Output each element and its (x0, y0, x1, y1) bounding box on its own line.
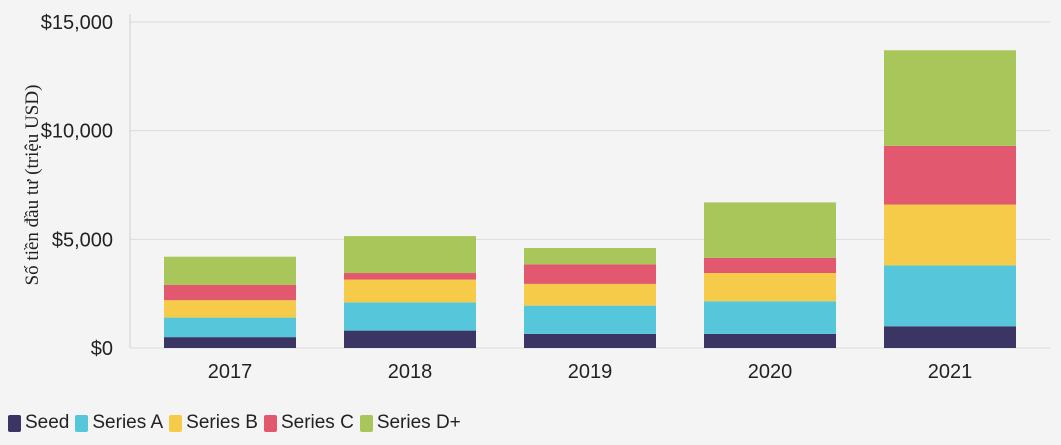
legend: Seed Series A Series B Series C Series D+ (8, 408, 463, 438)
y-tick-label: $0 (91, 338, 113, 360)
bar-segment (344, 302, 476, 331)
x-tick-label: 2020 (748, 361, 793, 383)
legend-swatch (263, 414, 277, 432)
y-tick-label: $5,000 (52, 229, 113, 251)
bar-segment (164, 300, 296, 318)
x-tick-label: 2021 (928, 361, 973, 383)
legend-label: Series D+ (376, 412, 461, 433)
legend-item: Series D+ (359, 412, 461, 434)
bar-segment (524, 264, 656, 284)
legend-swatch (359, 414, 373, 432)
bar-segment (524, 283, 656, 306)
y-axis-title: Số tiền đầu tư (triệu USD) (22, 85, 43, 286)
bar-segment (164, 337, 296, 348)
bar-segment (704, 333, 836, 348)
bar-segment (704, 202, 836, 258)
stacked-bar-chart: $0$5,000$10,000$15,000 2017 2018 2019 2020 2… (22, 12, 1050, 383)
bar-segment (884, 204, 1016, 266)
bar-segment (704, 301, 836, 334)
legend-item: Series C (263, 412, 354, 434)
bars (164, 50, 1016, 348)
bar-segment (164, 256, 296, 285)
bar-segment (344, 236, 476, 274)
legend-swatch (75, 414, 89, 432)
bar-segment (884, 265, 1016, 327)
bar-segment (164, 317, 296, 338)
legend-item: Series A (75, 412, 163, 434)
x-tick-label: 2019 (568, 361, 613, 383)
x-axis: 2017 2018 2019 2020 2021 (208, 361, 973, 383)
bar-segment (704, 257, 836, 274)
legend-swatch (169, 414, 183, 432)
legend-label: Series A (92, 412, 164, 433)
bar-segment (704, 273, 836, 302)
legend-item: Seed (8, 412, 69, 434)
bar-segment (344, 279, 476, 303)
x-tick-label: 2018 (388, 361, 433, 383)
legend-item: Series B (169, 412, 258, 434)
y-tick-label: $15,000 (41, 12, 113, 34)
bar-segment (344, 330, 476, 348)
bar-segment (164, 284, 296, 301)
bar-segment (884, 50, 1016, 146)
bar-segment (884, 145, 1016, 205)
bar-segment (524, 333, 656, 348)
bar-segment (344, 273, 476, 280)
bar-segment (524, 248, 656, 265)
bar-segment (524, 305, 656, 334)
legend-label: Seed (25, 412, 70, 433)
legend-label: Series B (186, 412, 258, 433)
legend-label: Series C (280, 412, 354, 433)
x-tick-label: 2017 (208, 361, 253, 383)
y-axis: $0 $5,000 $10,000 $15,000 (41, 12, 131, 360)
y-tick-label: $10,000 (41, 121, 113, 143)
bar-segment (884, 326, 1016, 348)
legend-swatch (8, 414, 21, 432)
